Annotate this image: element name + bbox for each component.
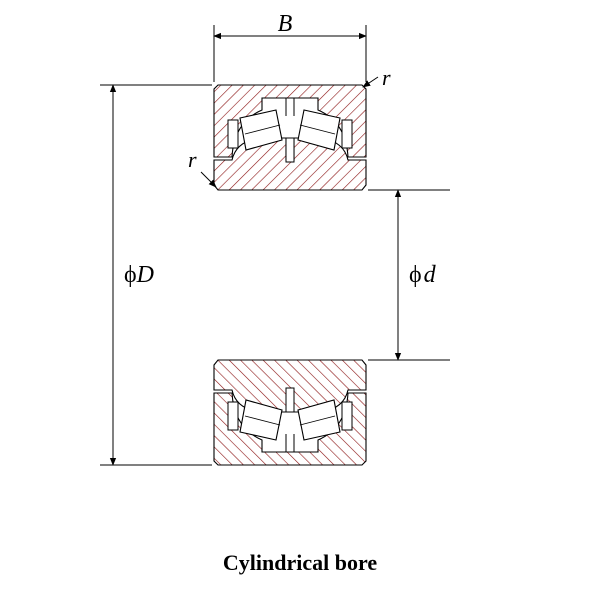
- dim-r-right: [363, 77, 378, 87]
- upper-section: [214, 85, 366, 190]
- label-phiD: ϕD: [124, 262, 154, 288]
- label-r-right: r: [382, 65, 391, 90]
- figure-caption: Cylindrical bore: [0, 550, 600, 576]
- label-B: B: [278, 11, 293, 37]
- label-phid: ϕd: [409, 262, 437, 288]
- lower-section: [214, 360, 366, 465]
- bearing-section-diagram: B r r ϕD ϕd: [0, 0, 600, 600]
- dim-D: [100, 85, 212, 465]
- label-r-left: r: [188, 147, 197, 172]
